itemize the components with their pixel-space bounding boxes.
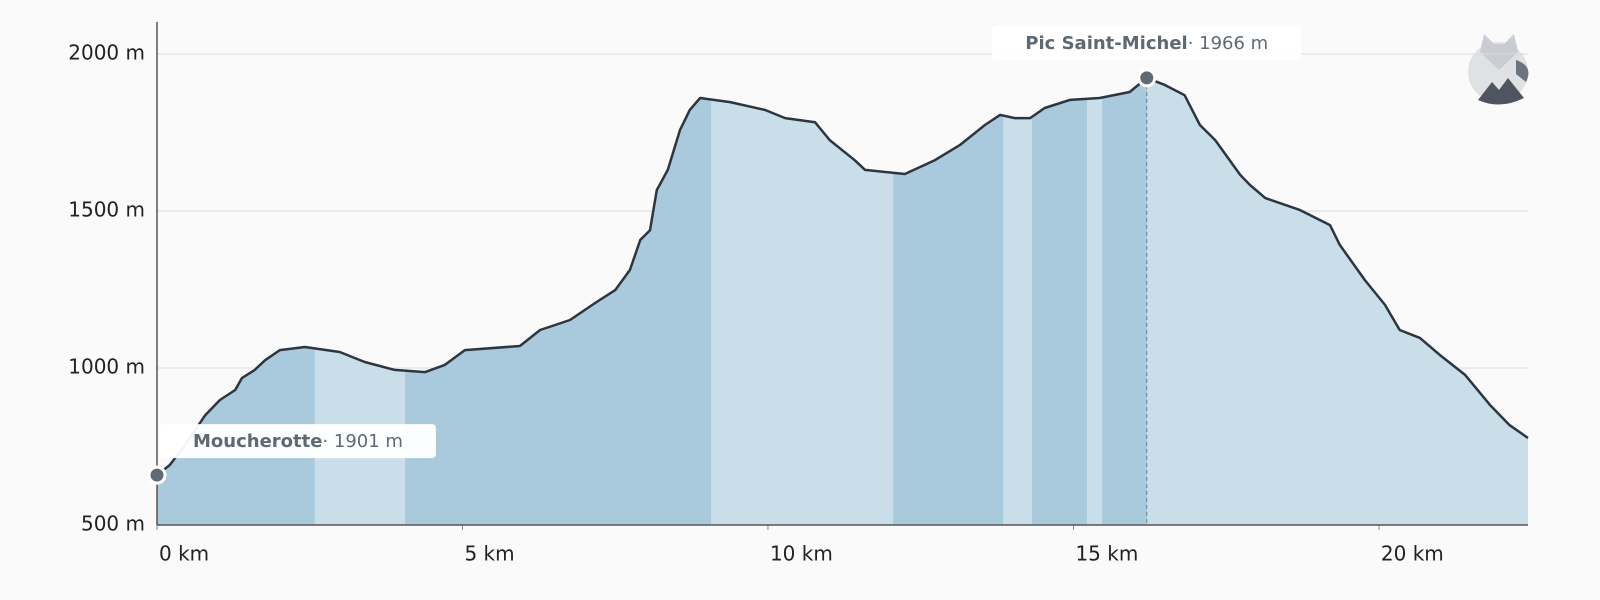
elevation-line: [156, 76, 1529, 477]
highlight-band: [1031, 77, 1087, 525]
y-tick-label: 1000 m: [68, 355, 145, 379]
annotation-text: Moucherotte· 1901 m: [193, 431, 403, 452]
annotation-box: [160, 424, 436, 459]
y-tick-label: 500 m: [81, 512, 145, 536]
highlight-band: [893, 77, 1004, 525]
annotation-text: Pic Saint-Michel· 1966 m: [1025, 33, 1268, 54]
highlight-band: [405, 77, 712, 525]
annotation: Moucherotte· 1901 m: [160, 424, 436, 459]
annotation-detail: · 1966 m: [1188, 33, 1269, 54]
annotation-marker: [1137, 68, 1157, 88]
x-tick-label: 15 km: [1075, 542, 1138, 566]
logo: [1468, 34, 1529, 105]
x-tick-label: 0 km: [159, 542, 209, 566]
annotation-detail: · 1901 m: [322, 431, 403, 452]
x-tick-label: 20 km: [1381, 542, 1444, 566]
x-tick-label: 10 km: [770, 542, 833, 566]
highlight-band: [1102, 77, 1147, 525]
annotation-marker: [147, 465, 167, 485]
annotation-name: Pic Saint-Michel: [1025, 33, 1187, 54]
annotation-name: Moucherotte: [193, 431, 322, 452]
y-tick-label: 1500 m: [68, 198, 145, 222]
annotation-box: [992, 25, 1302, 60]
y-tick-label: 2000 m: [68, 41, 145, 65]
annotation: Pic Saint-Michel· 1966 m: [992, 25, 1302, 60]
x-tick-label: 5 km: [464, 542, 514, 566]
